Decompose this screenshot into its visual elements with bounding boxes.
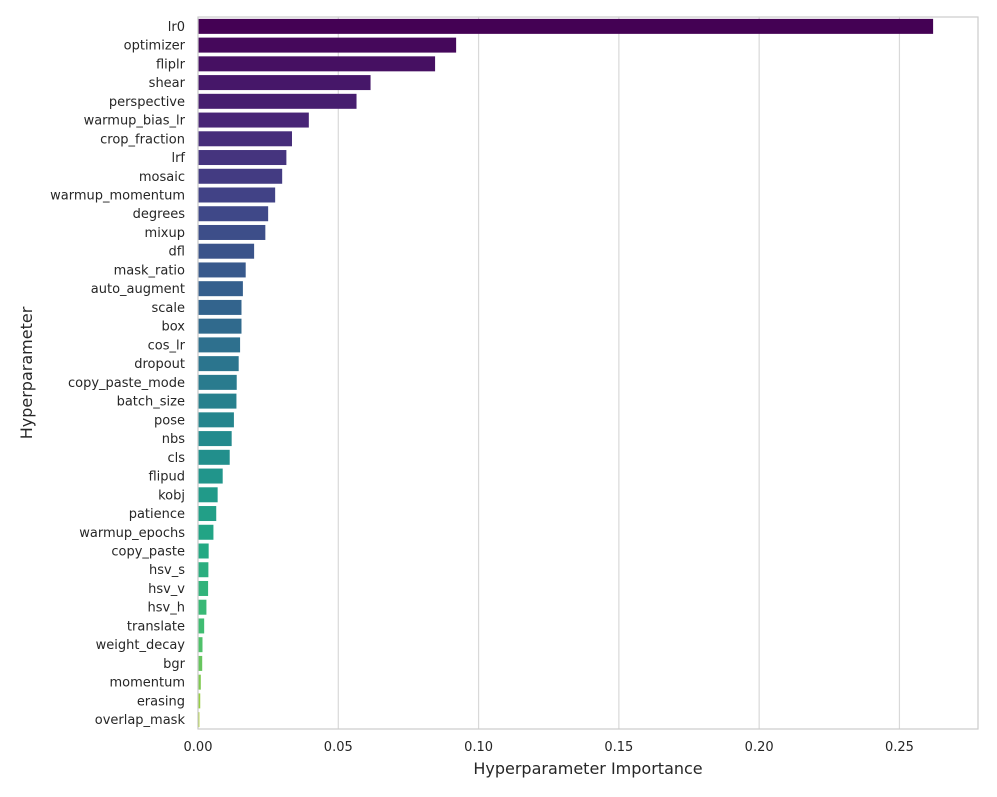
y-tick-label: dropout [134,357,185,372]
y-tick-label: patience [129,507,185,522]
x-tick-label: 0.05 [324,740,353,755]
bar-cls [198,449,230,465]
y-tick-labels: lr0 optimizer fliplr shear perspective warmup… [50,20,186,728]
bar-warmup_momentum [198,187,276,203]
y-tick-label: copy_paste_mode [68,376,185,391]
y-tick-label: translate [127,619,185,634]
bar-box [198,318,242,334]
y-tick-label: bgr [163,657,186,672]
bar-lr0 [198,18,934,34]
x-tick-label: 0.00 [184,740,213,755]
bar-lrf [198,150,287,166]
y-tick-label: warmup_epochs [79,526,185,541]
y-tick-label: overlap_mask [95,713,186,728]
y-tick-label: degrees [133,207,186,222]
x-tick-label: 0.25 [885,740,914,755]
x-axis-title: Hyperparameter Importance [473,759,702,778]
bar-copy_paste_mode [198,374,237,390]
bar-batch_size [198,393,237,409]
y-tick-label: warmup_momentum [50,189,185,204]
y-tick-label: kobj [158,488,185,503]
bar-pose [198,412,234,428]
y-tick-label: scale [152,301,186,316]
bar-hsv_v [198,580,209,596]
bar-dropout [198,356,239,372]
bar-patience [198,506,217,522]
bar-weight_decay [198,637,203,653]
bar-kobj [198,487,218,503]
y-tick-label: dfl [169,245,185,260]
y-tick-label: mask_ratio [114,263,185,278]
y-tick-label: momentum [109,676,185,691]
bar-crop_fraction [198,131,292,147]
y-tick-label: mixup [145,226,185,241]
bar-copy_paste [198,543,209,559]
y-tick-label: hsv_h [148,601,185,616]
x-tick-label: 0.20 [745,740,774,755]
y-tick-label: cos_lr [148,338,186,353]
y-tick-label: cls [167,451,185,466]
y-tick-label: erasing [137,694,185,709]
x-tick-label: 0.15 [604,740,633,755]
y-tick-label: lr0 [168,20,185,35]
y-tick-label: box [162,320,186,335]
bar-hsv_h [198,599,207,615]
bars [198,18,934,728]
y-tick-label: hsv_v [148,582,185,597]
plot-background [198,17,978,729]
y-tick-label: lrf [171,151,185,166]
bar-erasing [198,693,201,709]
y-tick-label: perspective [109,95,185,110]
y-tick-label: optimizer [124,39,186,54]
y-tick-label: pose [154,413,185,428]
bar-hsv_s [198,562,209,578]
bar-cos_lr [198,337,241,353]
bar-dfl [198,243,255,259]
bar-mixup [198,224,266,240]
y-tick-label: hsv_s [149,563,185,578]
bar-warmup_bias_lr [198,112,309,128]
y-tick-label: batch_size [117,395,185,410]
y-axis-title: Hyperparameter [17,306,36,439]
bar-degrees [198,206,269,222]
y-tick-label: crop_fraction [100,132,185,147]
y-tick-label: nbs [162,432,185,447]
bar-perspective [198,93,357,109]
bar-shear [198,75,371,91]
bar-warmup_epochs [198,524,214,540]
y-tick-label: copy_paste [111,545,185,560]
plot-frame [197,16,979,730]
bar-overlap_mask [198,712,200,728]
y-tick-label: mosaic [139,170,185,185]
y-tick-label: fliplr [156,57,186,72]
bar-scale [198,299,242,315]
bar-optimizer [198,37,457,53]
bar-nbs [198,431,232,447]
bar-translate [198,618,205,634]
bar-bgr [198,655,203,671]
bar-mask_ratio [198,262,246,278]
bar-auto_augment [198,281,243,297]
x-tick-labels: 0.00 0.05 0.10 0.15 0.20 0.25 [184,740,914,755]
bar-momentum [198,674,201,690]
y-tick-label: weight_decay [96,638,186,653]
y-tick-label: auto_augment [91,282,185,297]
bar-mosaic [198,168,283,184]
bar-flipud [198,468,223,484]
y-tick-label: warmup_bias_lr [84,114,186,129]
y-tick-label: flipud [148,470,185,485]
bar-fliplr [198,56,436,72]
y-tick-label: shear [149,76,186,91]
x-tick-label: 0.10 [464,740,493,755]
